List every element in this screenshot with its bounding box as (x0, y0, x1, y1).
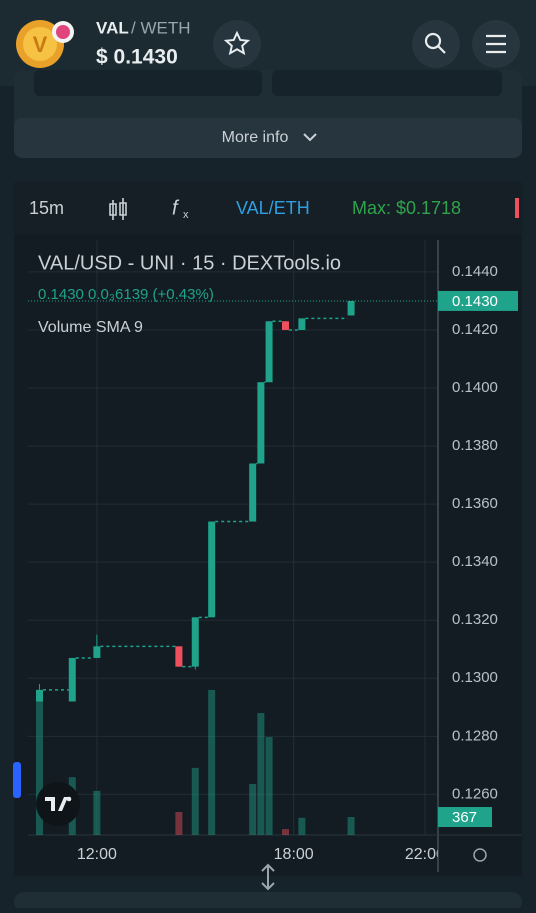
logo-letter: V (33, 32, 48, 57)
y-tick-label: 0.1280 (452, 727, 498, 744)
y-tick-label: 0.1260 (452, 785, 498, 802)
plot: 0.1260 0.1280 0.1300 0.1320 0.1340 0.1360 0.13… (28, 240, 522, 872)
star-icon (223, 30, 251, 56)
info-card (272, 70, 502, 96)
volume-bar (93, 790, 101, 835)
more-info-button[interactable] (14, 118, 522, 158)
candle-body (93, 646, 101, 658)
candle-body (281, 321, 289, 330)
y-tick-label: 0.1340 (452, 553, 498, 570)
chain-badge-inner (56, 25, 70, 39)
candle-body (257, 382, 265, 464)
chart-title: VAL/USD - UNI · 15 · DEXTools.io (38, 252, 341, 274)
pair-toggle[interactable]: VAL/ETH (236, 198, 310, 218)
y-tick-label: 0.1420 (452, 321, 498, 338)
y-tick-label: 0.1320 (452, 611, 498, 628)
candle-body (347, 300, 355, 316)
chevron-icon (303, 133, 317, 142)
volume-bar (249, 784, 257, 835)
y-tick-label: 0.1380 (452, 437, 498, 454)
volume-tag-label: 367 (452, 809, 477, 826)
y-tick-label: 0.1440 (452, 263, 498, 280)
chart-card (14, 182, 522, 876)
search-icon (424, 32, 442, 50)
y-tick-label: 0.1360 (452, 495, 498, 512)
volume-bar (35, 689, 43, 835)
more-info-label: More info (222, 129, 289, 146)
y-tick-label: 0.1400 (452, 379, 498, 396)
indicators-button[interactable]: f (172, 197, 180, 219)
y-tick-label: 0.1300 (452, 669, 498, 686)
indicators-button-sub: x (183, 209, 189, 221)
volume-bar (257, 712, 265, 835)
candle-body (298, 318, 306, 330)
menu-icon (486, 34, 506, 54)
token-symbol: VAL (96, 18, 129, 37)
search-icon-handle (437, 45, 446, 54)
candle-body (191, 617, 199, 667)
tradingview-mark (45, 797, 68, 811)
side-tab[interactable] (13, 762, 21, 798)
volume-tag (438, 807, 492, 828)
x-tick-label: 22:00 (405, 846, 445, 863)
settings-icon[interactable] (473, 848, 487, 862)
candle-body (249, 463, 257, 522)
tradingview-dot (66, 796, 72, 802)
max-price: Max: $0.1718 (352, 198, 461, 218)
interval-button[interactable]: 15m (29, 198, 64, 218)
volume-bar (265, 736, 273, 835)
chart-toolbar (14, 182, 522, 234)
ohlc-legend: 0.1430 0.0₃6139 (+0.43%) (38, 286, 214, 303)
x-tick-label: 12:00 (77, 846, 117, 863)
token-pair: / WETH (131, 18, 191, 37)
toolbar-overflow (515, 198, 519, 218)
search-button[interactable] (412, 20, 460, 68)
volume-bar (175, 811, 183, 835)
info-card (34, 70, 262, 96)
candle-body (35, 689, 43, 702)
volume-legend: Volume SMA 9 (38, 319, 143, 336)
tradingview-logo[interactable] (36, 782, 80, 826)
volume-bar (298, 817, 306, 835)
candle-body (175, 646, 183, 667)
candle-body (208, 521, 216, 618)
volume-bar (281, 829, 289, 835)
volume-bar (347, 817, 355, 835)
candle-body (265, 321, 273, 383)
token-logo-inner (23, 27, 57, 61)
favorite-button[interactable] (213, 20, 261, 68)
x-tick-label: 18:00 (274, 846, 314, 863)
price-tag (438, 290, 518, 311)
volume-bar (208, 689, 216, 835)
chart-type-button[interactable] (109, 198, 127, 220)
resize-handle[interactable] (261, 863, 275, 891)
candle-body (68, 657, 76, 702)
volume-bar (191, 767, 199, 835)
next-panel (14, 892, 522, 912)
price-tag-label: 0.1430 (452, 293, 498, 310)
token-price: $ 0.1430 (96, 46, 178, 69)
